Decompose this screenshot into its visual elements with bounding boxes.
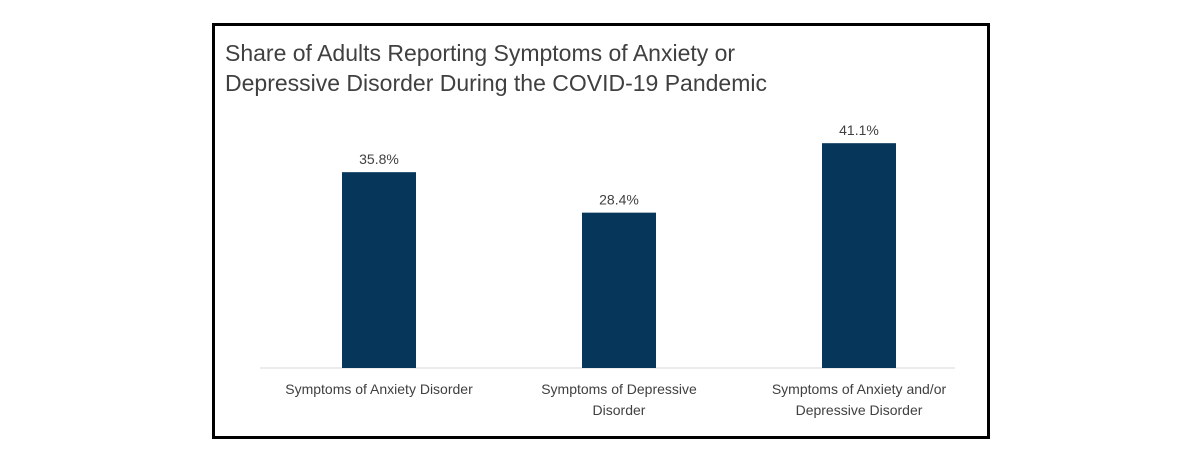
bars-layer — [342, 143, 896, 368]
category-label-3-line-1: Symptoms of Anxiety and/or — [772, 381, 947, 397]
chart-title: Share of Adults Reporting Symptoms of An… — [225, 38, 965, 98]
bar-1 — [342, 172, 416, 368]
chart-title-line-1: Share of Adults Reporting Symptoms of An… — [225, 40, 736, 66]
bar-2 — [582, 212, 656, 368]
bar-value-label-2: 28.4% — [599, 192, 639, 208]
category-label-2-line-2: Disorder — [593, 402, 646, 418]
chart-frame: Share of Adults Reporting Symptoms of An… — [212, 23, 990, 439]
labels-layer: 35.8% Symptoms of Anxiety Disorder 28.4% Sy… — [285, 122, 946, 418]
bar-value-label-3: 41.1% — [839, 122, 879, 138]
category-label-1-line-1: Symptoms of Anxiety Disorder — [285, 381, 473, 397]
bar-3 — [822, 143, 896, 368]
category-label-3-line-2: Depressive Disorder — [796, 402, 923, 418]
category-label-2-line-1: Symptoms of Depressive — [541, 381, 697, 397]
bar-chart: 35.8% Symptoms of Anxiety Disorder 28.4% Sy… — [260, 122, 955, 418]
chart-title-line-2: Depressive Disorder During the COVID-19 … — [225, 70, 767, 96]
bar-value-label-1: 35.8% — [359, 151, 399, 167]
